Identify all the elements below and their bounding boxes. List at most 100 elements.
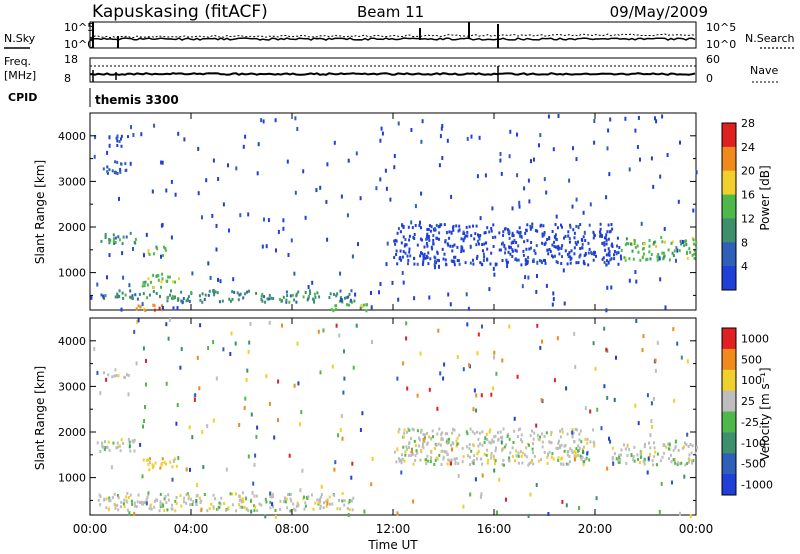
data-cell — [152, 252, 155, 256]
data-cell — [171, 280, 174, 284]
data-cell — [393, 450, 396, 454]
data-cell — [405, 321, 408, 326]
data-cell — [514, 248, 517, 252]
data-cell — [687, 460, 690, 464]
data-cell — [450, 230, 453, 235]
data-cell — [119, 169, 122, 174]
data-cell — [239, 292, 242, 296]
data-cell — [447, 292, 450, 297]
data-cell — [571, 433, 574, 437]
data-cell — [116, 144, 119, 147]
data-cell — [146, 495, 149, 499]
colorbar-segment — [722, 432, 736, 454]
data-cell — [501, 435, 504, 440]
data-cell — [402, 250, 405, 254]
data-cell — [679, 511, 681, 516]
data-cell — [123, 375, 126, 379]
data-cell — [547, 452, 549, 457]
data-cell — [338, 299, 341, 303]
data-cell — [137, 493, 140, 497]
data-cell — [260, 503, 263, 507]
data-cell — [105, 377, 108, 382]
data-cell — [483, 452, 486, 456]
data-cell — [138, 292, 141, 296]
data-cell — [533, 454, 536, 458]
data-cell — [516, 173, 519, 178]
data-cell — [108, 241, 111, 245]
data-cell — [246, 290, 249, 294]
data-cell — [656, 255, 659, 259]
data-cell — [570, 448, 573, 452]
data-cell — [171, 465, 174, 469]
data-cell — [650, 419, 653, 424]
data-cell — [128, 511, 131, 516]
data-cell — [297, 381, 300, 386]
data-cell — [127, 135, 129, 139]
data-cell — [124, 169, 127, 173]
data-cell — [160, 160, 163, 165]
data-cell — [309, 292, 312, 296]
data-cell — [282, 295, 285, 299]
data-cell — [505, 497, 507, 502]
data-cell — [153, 308, 156, 312]
data-cell — [135, 505, 138, 509]
data-cell — [613, 397, 616, 402]
data-cell — [119, 505, 122, 509]
data-cell — [314, 501, 317, 505]
data-cell — [351, 461, 354, 466]
data-cell — [570, 256, 573, 260]
data-cell — [593, 140, 596, 145]
data-cell — [120, 134, 123, 138]
data-cell — [346, 506, 349, 510]
data-cell — [634, 270, 637, 274]
data-cell — [335, 323, 338, 328]
data-cell — [523, 240, 526, 244]
data-cell — [403, 431, 406, 435]
data-cell — [411, 427, 414, 431]
data-cell — [120, 307, 123, 312]
data-cell — [195, 494, 198, 498]
data-cell — [287, 493, 290, 496]
data-cell — [280, 299, 283, 303]
data-cell — [144, 309, 147, 312]
data-cell — [370, 291, 372, 295]
data-cell — [573, 252, 576, 256]
data-cell — [117, 496, 120, 500]
data-cell — [129, 449, 132, 453]
data-cell — [302, 497, 305, 501]
data-cell — [525, 229, 528, 233]
data-cell — [229, 352, 232, 356]
data-cell — [531, 225, 534, 229]
data-cell — [295, 294, 298, 298]
data-cell — [460, 245, 463, 249]
data-cell — [365, 303, 368, 307]
data-cell — [112, 233, 115, 237]
data-cell — [419, 458, 422, 462]
data-cell — [639, 461, 641, 465]
data-cell — [548, 236, 551, 241]
data-cell — [551, 230, 554, 233]
x-tick-label: 04:00 — [174, 522, 209, 536]
data-cell — [340, 414, 343, 418]
data-cell — [546, 461, 549, 465]
data-cell — [527, 275, 530, 280]
data-cell — [508, 154, 511, 159]
data-cell — [524, 231, 527, 235]
data-cell — [565, 386, 568, 391]
data-cell — [420, 191, 423, 196]
data-cell — [477, 444, 480, 448]
data-cell — [474, 232, 477, 236]
data-cell — [684, 239, 687, 243]
data-cell — [106, 171, 109, 175]
data-cell — [295, 300, 298, 304]
data-cell — [444, 258, 447, 262]
data-cell — [662, 255, 665, 259]
data-cell — [333, 292, 335, 296]
data-cell — [443, 362, 446, 367]
data-cell — [472, 444, 475, 448]
data-cell — [253, 504, 256, 508]
data-cell — [410, 128, 413, 132]
data-cell — [419, 254, 422, 258]
data-cell — [539, 133, 542, 138]
data-cell — [133, 449, 136, 453]
